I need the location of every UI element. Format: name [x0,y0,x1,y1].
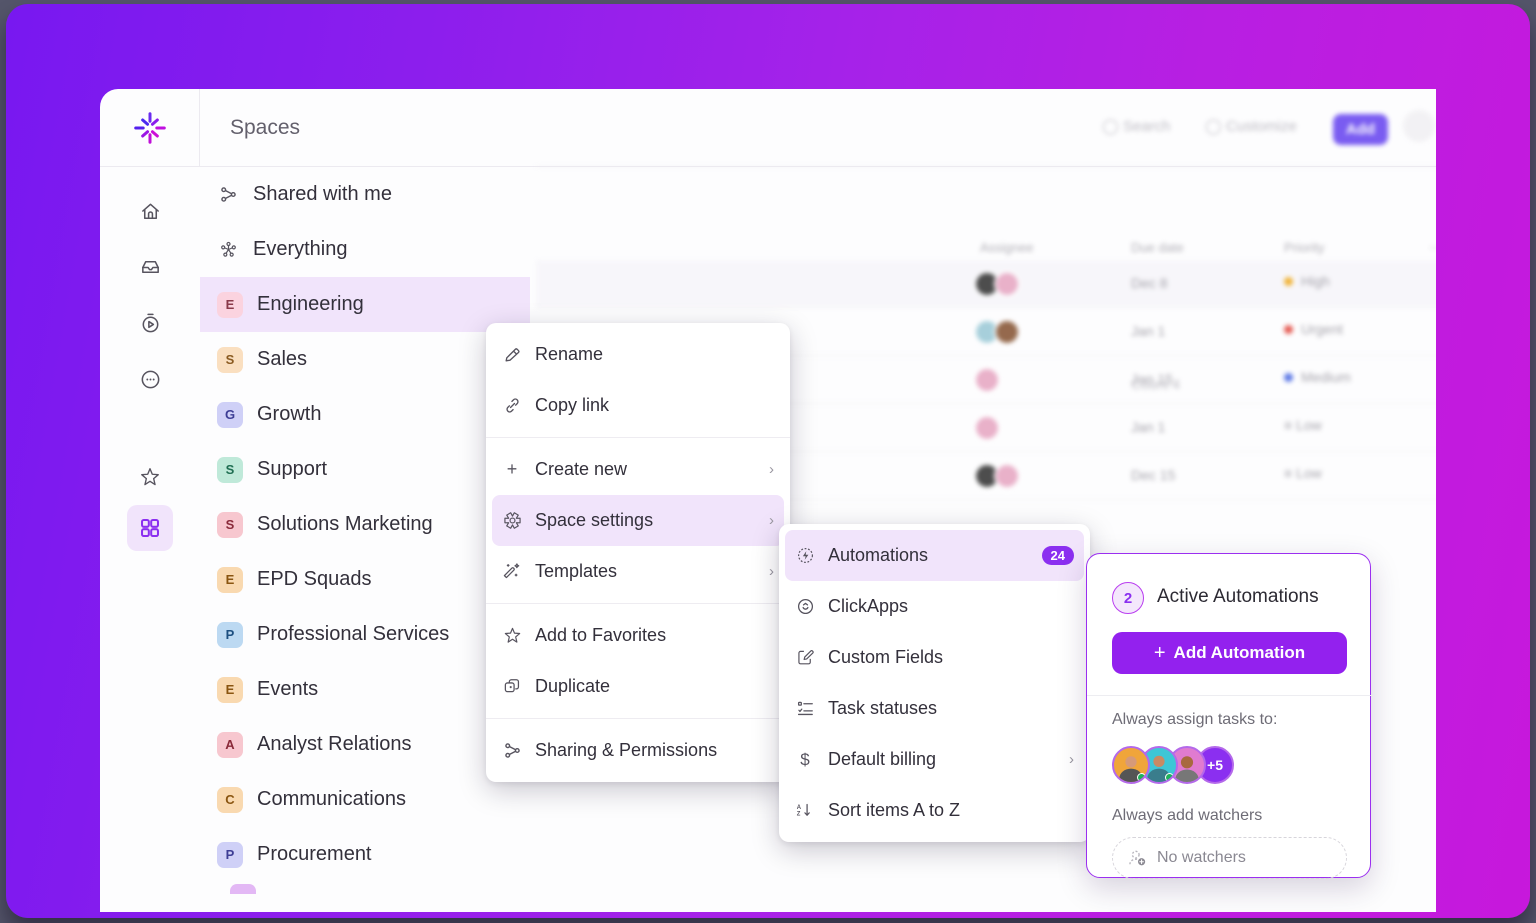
svg-text:Z: Z [796,812,800,818]
svg-text:A: A [796,805,801,811]
